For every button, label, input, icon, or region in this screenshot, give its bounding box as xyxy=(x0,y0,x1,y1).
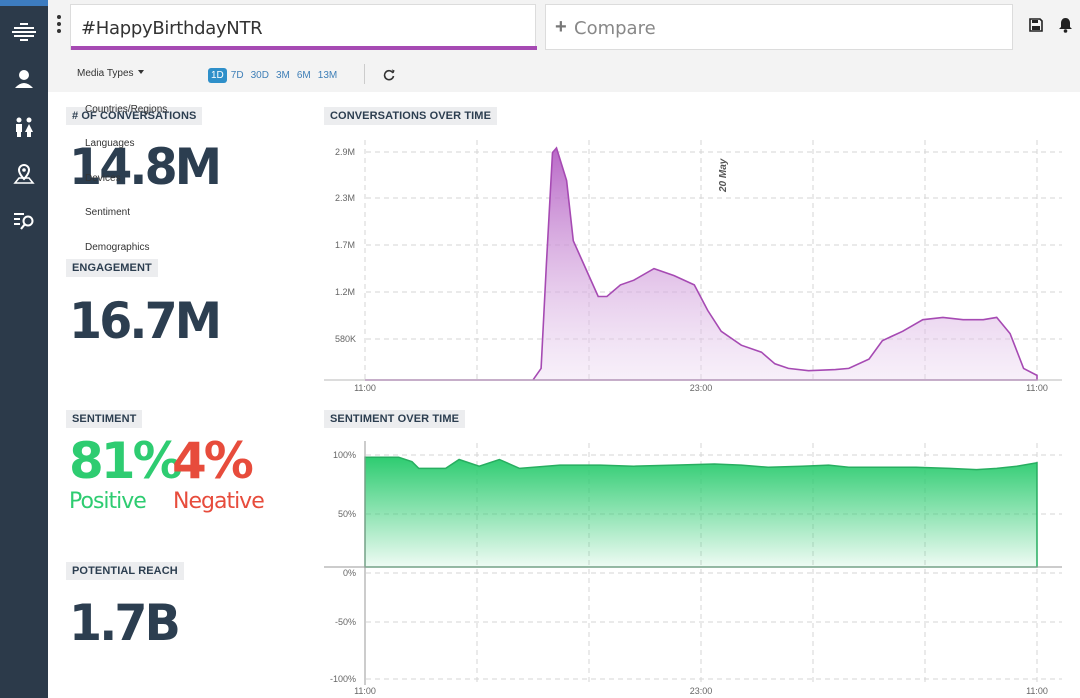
conversations-y-tick: 2.9M xyxy=(335,147,355,157)
sentiment-y-tick: -50% xyxy=(335,617,356,627)
sidebar-active-indicator xyxy=(0,0,48,6)
sentiment-y-tick: 100% xyxy=(333,450,356,460)
toolbar-divider xyxy=(364,64,365,84)
sentiment-y-tick: 0% xyxy=(343,568,356,578)
sentiment-y-tick: 50% xyxy=(338,509,356,519)
sentiment-chart-title: SENTIMENT OVER TIME xyxy=(324,410,466,428)
negative-label: Negative xyxy=(173,489,265,514)
save-icon[interactable] xyxy=(1029,18,1043,37)
stream-icon[interactable] xyxy=(10,17,38,45)
range-3m[interactable]: 3M xyxy=(275,70,290,81)
search-accent-underline xyxy=(71,46,537,50)
negative-value: 4% xyxy=(172,432,254,490)
sentiment-y-tick: -100% xyxy=(330,674,356,684)
sentiment-x-tick: 23:00 xyxy=(690,686,713,696)
range-7d[interactable]: 7D xyxy=(230,70,244,81)
date-annotation: 20 May xyxy=(718,158,729,193)
range-13m[interactable]: 13M xyxy=(317,70,338,81)
compare-label: Compare xyxy=(574,18,656,39)
positive-label: Positive xyxy=(69,489,147,514)
location-icon[interactable] xyxy=(10,160,38,188)
bell-icon[interactable] xyxy=(1058,17,1073,38)
search-query-text: #HappyBirthdayNTR xyxy=(81,18,263,39)
conversations-y-tick: 2.3M xyxy=(335,193,355,203)
conversations-x-tick: 11:00 xyxy=(354,383,376,393)
conversations-y-tick: 580K xyxy=(335,334,356,344)
conversations-area xyxy=(365,146,1038,381)
more-options-icon[interactable] xyxy=(56,15,62,37)
range-30d[interactable]: 30D xyxy=(250,70,269,81)
conversations-x-tick: 11:00 xyxy=(1026,383,1048,393)
positive-value: 81% xyxy=(69,432,183,490)
conversations-label: # OF CONVERSATIONS xyxy=(66,107,203,125)
range-6m[interactable]: 6M xyxy=(296,70,311,81)
media-types-label: Media Types xyxy=(77,68,134,79)
sentiment-x-tick: 11:00 xyxy=(1026,686,1048,696)
compare-field[interactable]: + Compare xyxy=(545,4,1013,50)
demographics-icon[interactable] xyxy=(10,113,38,141)
menu-item-demographics[interactable]: Demographics xyxy=(85,242,150,253)
search-list-icon[interactable] xyxy=(10,207,38,235)
time-range-selector: 1D 7D 30D 3M 6M 13M xyxy=(208,68,341,83)
conversations-y-tick: 1.2M xyxy=(335,287,355,297)
sidebar xyxy=(0,0,48,698)
menu-item-languages[interactable]: Languages xyxy=(85,138,135,149)
menu-item-devices[interactable]: Devices xyxy=(85,173,121,184)
conversations-value: 14.8M xyxy=(69,138,222,196)
conversations-chart-title: CONVERSATIONS OVER TIME xyxy=(324,107,497,125)
sentiment-area xyxy=(364,456,1038,568)
refresh-icon[interactable] xyxy=(383,68,395,86)
menu-item-sentiment[interactable]: Sentiment xyxy=(85,207,131,218)
sentiment-chart: 100% 50% 0% -50% -100% 11:00 23:00 11:00 xyxy=(324,441,1062,696)
conversations-chart: 2.9M 2.3M 1.7M 1.2M 580K 11:00 23:00 11:00 20 M… xyxy=(324,140,1062,393)
audience-icon[interactable] xyxy=(10,65,38,93)
media-types-dropdown[interactable]: Media Types xyxy=(77,68,144,79)
conversations-y-tick: 1.7M xyxy=(335,240,355,250)
engagement-label: ENGAGEMENT xyxy=(66,259,158,277)
sentiment-label: SENTIMENT xyxy=(66,410,143,428)
reach-label: POTENTIAL REACH xyxy=(66,562,184,580)
sentiment-x-tick: 11:00 xyxy=(354,686,376,696)
engagement-value: 16.7M xyxy=(69,292,222,350)
range-1d[interactable]: 1D xyxy=(208,68,227,83)
plus-icon: + xyxy=(555,16,567,38)
caret-down-icon xyxy=(137,70,144,74)
filter-bar xyxy=(48,56,1080,92)
search-query-field[interactable]: #HappyBirthdayNTR xyxy=(70,4,537,50)
conversations-x-tick: 23:00 xyxy=(690,383,713,393)
menu-item-countries[interactable]: Countries/Regions xyxy=(85,104,168,115)
reach-value: 1.7B xyxy=(69,594,181,652)
